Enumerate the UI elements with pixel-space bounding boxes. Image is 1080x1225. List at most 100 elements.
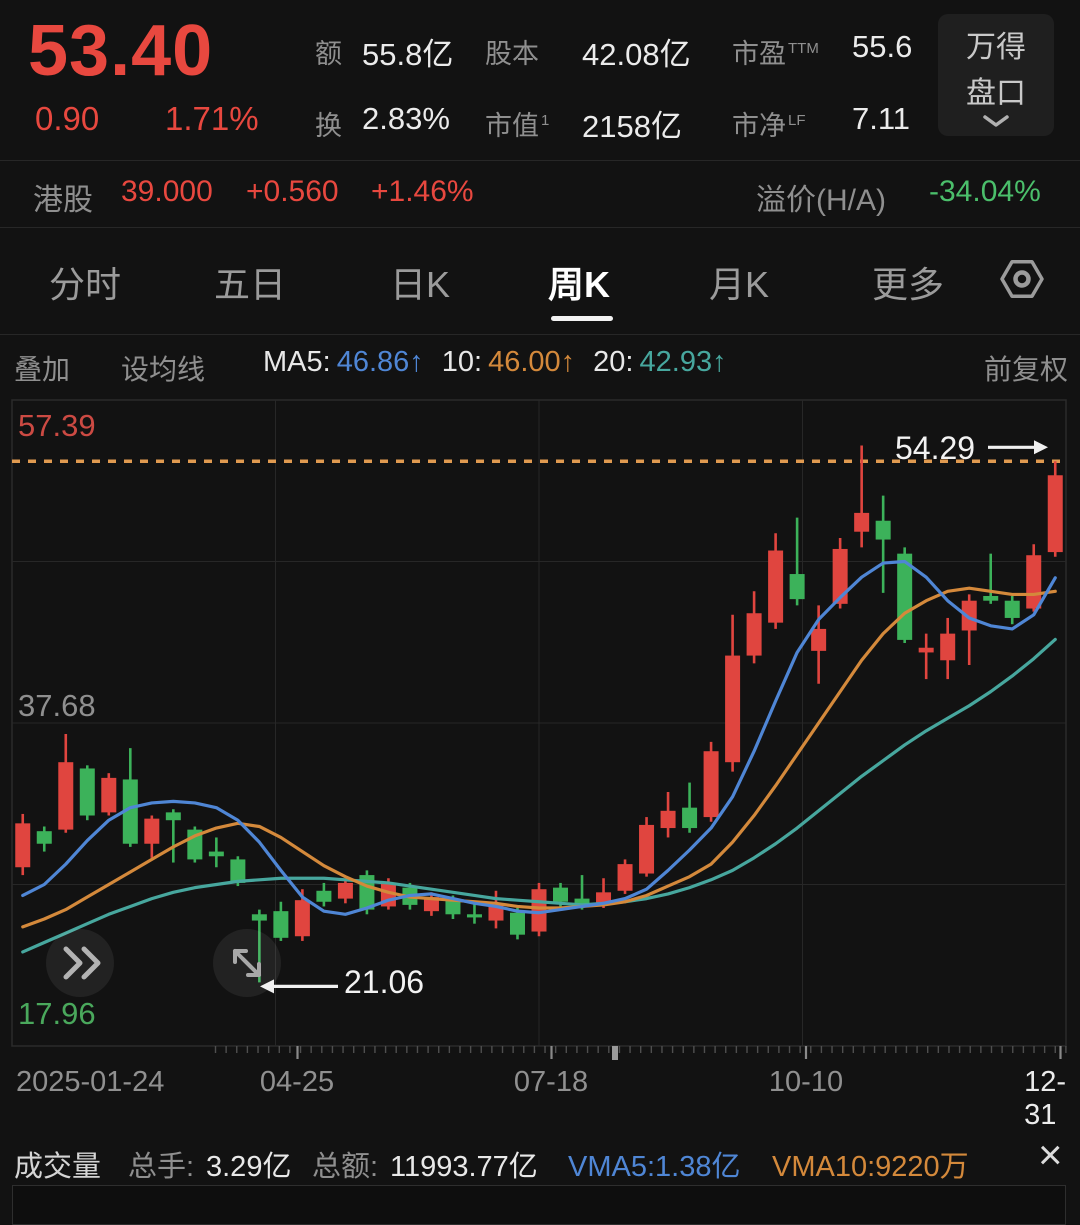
x-label-jul: 07-18: [513, 1066, 589, 1098]
stat-sup-pe: TTM: [788, 40, 819, 57]
candle-week-21: [466, 914, 482, 918]
candle-week-34: [746, 613, 762, 656]
price-change-pct: 1.71%: [165, 100, 259, 137]
stat-label-pb: 市净 LF: [732, 111, 806, 141]
ma10-label: 10:: [441, 346, 483, 378]
candle-week-12: [273, 911, 289, 938]
total-lots-value: 3.29亿: [206, 1151, 292, 1183]
ma5-label: MA5:: [263, 346, 331, 378]
total-amount-value: 11993.77亿: [390, 1151, 538, 1183]
diagonal-resize-icon: [233, 949, 261, 977]
candle-week-13: [294, 900, 310, 937]
x-label-jan: 2025-01-24: [16, 1066, 165, 1098]
y-axis-min-label: 17.96: [18, 996, 96, 1031]
overlay-button[interactable]: 叠加: [14, 354, 71, 385]
x-label-apr: 04-25: [259, 1066, 335, 1098]
stat-value-shares: 42.08亿: [582, 37, 691, 72]
ma20-value: 42.93↑: [639, 346, 727, 378]
candle-week-33: [725, 655, 741, 763]
hk-label: 港股: [33, 184, 93, 217]
candle-week-11: [251, 914, 267, 921]
tab-more[interactable]: 更多: [872, 264, 945, 305]
set-ma-button[interactable]: 设均线: [121, 354, 206, 385]
y-axis-mid-label: 37.68: [18, 688, 96, 723]
tab-weekly-k[interactable]: 周K: [548, 264, 610, 305]
candle-week-2: [58, 762, 74, 830]
tab-5day[interactable]: 五日: [214, 264, 287, 305]
candle-week-37: [811, 628, 827, 651]
candle-week-14: [316, 890, 332, 902]
stat-label-shares: 股本: [485, 39, 539, 69]
candle-week-25: [553, 887, 569, 902]
volume-title: 成交量: [14, 1151, 102, 1183]
candle-week-38: [832, 548, 848, 604]
candle-week-4: [101, 777, 117, 813]
stat-value-pe: 55.6: [852, 29, 913, 64]
candle-week-1: [36, 831, 52, 844]
high-marker-label: 54.29: [895, 430, 976, 466]
candle-week-23: [509, 912, 525, 935]
candle-week-24: [531, 889, 547, 932]
candle-week-36: [789, 574, 805, 600]
wind-orderbook-button[interactable]: 万得 盘口: [938, 14, 1054, 136]
vma10-value: VMA10:9220万: [772, 1151, 969, 1183]
volume-panel[interactable]: [12, 1185, 1066, 1225]
candle-week-45: [983, 595, 999, 601]
candle-week-35: [768, 550, 784, 623]
tab-monthly-k[interactable]: 月K: [709, 264, 770, 305]
total-lots-label: 总手:: [128, 1151, 195, 1183]
stat-label-amount: 额: [315, 39, 342, 69]
candle-week-15: [337, 882, 353, 899]
current-price: 53.40: [28, 11, 214, 91]
y-axis-max-label: 57.39: [18, 408, 96, 443]
chart-settings-icon[interactable]: [997, 254, 1047, 304]
x-label-oct: 10-10: [768, 1066, 844, 1098]
ma10-line: [21, 586, 1057, 929]
divider: [0, 160, 1080, 161]
price-change: 0.90: [35, 100, 100, 137]
candle-week-44: [961, 600, 977, 631]
total-amount-label: 总额:: [312, 1151, 379, 1183]
candle-week-26: [574, 898, 590, 907]
stat-label-turnover: 换: [315, 111, 342, 141]
stat-value-pb: 7.11: [852, 101, 911, 136]
candle-week-42: [918, 647, 934, 653]
candle-week-19: [423, 897, 439, 912]
chevron-down-icon: [983, 115, 1009, 127]
close-volume-icon[interactable]: ×: [1038, 1131, 1063, 1178]
candle-week-30: [660, 810, 676, 829]
tab-minute[interactable]: 分时: [49, 264, 122, 305]
expand-range-button[interactable]: [46, 929, 114, 997]
candle-week-40: [875, 520, 891, 540]
fullscreen-resize-button[interactable]: [213, 929, 281, 997]
stat-sup-mktcap: 1: [541, 112, 550, 129]
divider: [0, 334, 1080, 335]
low-marker-label: 21.06: [344, 964, 425, 1000]
ma-legend: MA5: 46.86↑ 10: 46.00↑ 20: 42.93↑: [263, 346, 727, 379]
vma5-value: VMA5:1.38亿: [568, 1151, 741, 1183]
ma10-value: 46.00↑: [488, 346, 576, 378]
ruler-scrubber-handle[interactable]: [612, 1046, 618, 1060]
candle-week-0: [15, 823, 31, 868]
candle-week-32: [703, 751, 719, 818]
hk-change: +0.560: [246, 175, 339, 208]
stat-sup-pb: LF: [788, 112, 806, 129]
divider: [0, 227, 1080, 228]
stat-value-mktcap: 2158亿: [582, 109, 682, 144]
tab-daily-k[interactable]: 日K: [390, 264, 451, 305]
hk-change-pct: +1.46%: [371, 175, 474, 208]
candle-week-46: [1004, 600, 1020, 618]
candle-week-3: [79, 768, 95, 816]
hk-premium-label: 溢价(H/A): [756, 184, 886, 217]
stat-value-turnover: 2.83%: [362, 101, 450, 136]
x-label-dec: 12-31: [1024, 1066, 1066, 1131]
candle-week-48: [1047, 475, 1063, 553]
ma5-line: [21, 559, 1057, 916]
candle-week-28: [617, 864, 633, 891]
candle-week-31: [682, 807, 698, 829]
weekly-k-chart[interactable]: [0, 398, 1080, 1062]
candle-week-6: [144, 818, 160, 844]
stat-value-amount: 55.8亿: [362, 37, 454, 72]
stat-label-pe: 市盈 TTM: [732, 39, 819, 69]
adjust-mode-button[interactable]: 前复权: [984, 354, 1069, 385]
